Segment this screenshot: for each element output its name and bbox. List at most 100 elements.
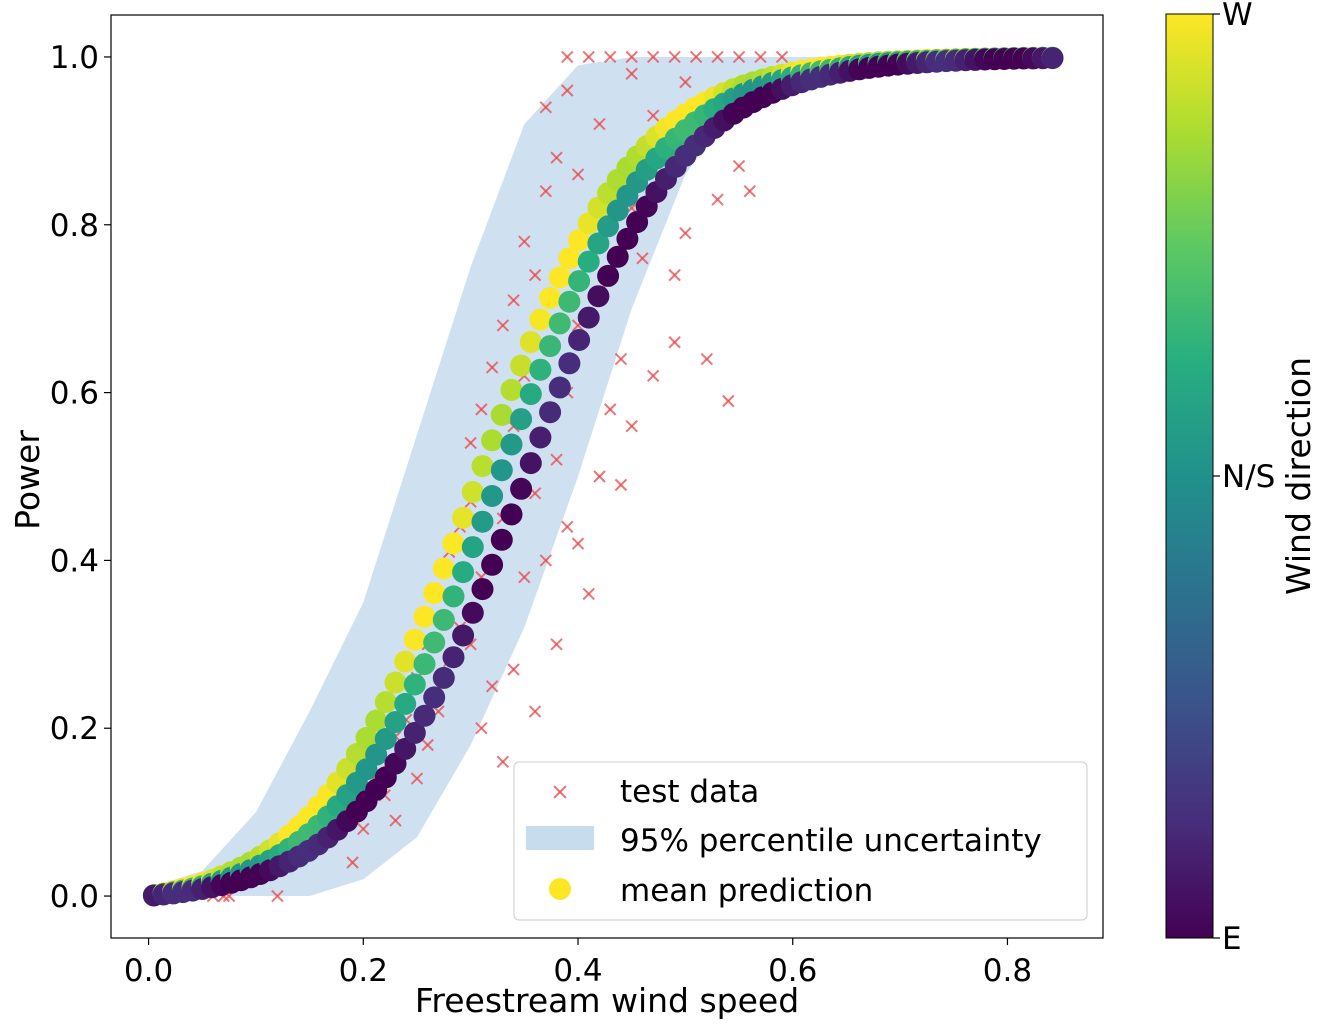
test-data-point-stroke bbox=[582, 587, 595, 601]
test-data-point bbox=[732, 50, 746, 64]
test-data-point bbox=[700, 352, 714, 366]
test-data-point-stroke bbox=[421, 738, 434, 752]
test-data-point-stroke bbox=[507, 294, 520, 307]
test-data-point bbox=[496, 755, 510, 768]
test-data-point-stroke bbox=[550, 151, 563, 164]
legend-mean-prediction-label: mean prediction bbox=[620, 873, 873, 909]
mean-prediction-point bbox=[355, 726, 378, 749]
colorbar-tick-label: W bbox=[1222, 0, 1253, 33]
test-data-point-stroke bbox=[604, 50, 617, 64]
test-data-point bbox=[711, 50, 724, 64]
y-tick-label: 0.0 bbox=[50, 879, 99, 915]
x-axis-label: Freestream wind speed bbox=[415, 981, 799, 1020]
test-data-point-stroke bbox=[518, 570, 531, 584]
test-data-point bbox=[550, 453, 563, 466]
test-data-point bbox=[668, 268, 681, 282]
test-data-point bbox=[625, 50, 638, 64]
y-tick-label: 0.2 bbox=[50, 711, 99, 747]
test-data-point-stroke bbox=[732, 50, 746, 64]
test-data-point bbox=[357, 822, 370, 836]
mean-prediction-point bbox=[432, 608, 455, 631]
mean-prediction-point bbox=[548, 312, 571, 335]
test-data-point-stroke bbox=[507, 663, 520, 676]
test-data-point-stroke bbox=[582, 50, 595, 64]
mean-prediction-point bbox=[606, 245, 629, 268]
colorbar-ticks: E N/S W bbox=[1213, 0, 1275, 957]
test-data-point bbox=[625, 67, 638, 80]
test-data-point bbox=[518, 570, 531, 584]
mean-prediction-point bbox=[587, 285, 610, 308]
mean-prediction-point bbox=[490, 528, 513, 551]
test-data-point-stroke bbox=[700, 352, 714, 366]
mean-prediction-point bbox=[394, 692, 417, 715]
uncertainty-band-layer bbox=[148, 57, 901, 896]
test-data-point-stroke bbox=[668, 50, 681, 64]
y-tick-label: 0.4 bbox=[50, 543, 99, 579]
x-tick-label: 0.2 bbox=[339, 953, 388, 989]
test-data-point bbox=[561, 84, 574, 97]
mean-prediction-point bbox=[481, 429, 504, 452]
mean-prediction-point bbox=[403, 628, 426, 651]
mean-prediction-point bbox=[490, 403, 513, 426]
test-data-point bbox=[754, 50, 767, 64]
mean-prediction-point bbox=[500, 433, 523, 456]
test-data-point bbox=[614, 352, 628, 366]
test-data-point-stroke bbox=[496, 319, 510, 332]
test-data-point-stroke bbox=[679, 226, 692, 240]
test-data-point-stroke bbox=[775, 50, 789, 64]
test-data-point-stroke bbox=[754, 50, 767, 64]
test-data-point bbox=[421, 738, 434, 752]
mean-prediction-point bbox=[529, 358, 552, 381]
mean-prediction-point bbox=[413, 704, 436, 727]
test-data-point-stroke bbox=[550, 638, 563, 651]
mean-prediction-point bbox=[519, 452, 542, 475]
test-data-point bbox=[485, 361, 499, 374]
test-data-point-stroke bbox=[357, 822, 370, 836]
test-data-point bbox=[646, 50, 660, 64]
mean-prediction-point bbox=[510, 408, 533, 431]
test-data-point bbox=[346, 856, 359, 869]
test-data-point-stroke bbox=[528, 268, 542, 282]
colorbar-gradient bbox=[1165, 13, 1214, 939]
mean-prediction-point bbox=[452, 506, 475, 529]
mean-prediction-point bbox=[461, 601, 484, 624]
mean-prediction-point bbox=[394, 737, 417, 760]
mean-prediction-point bbox=[539, 335, 562, 358]
test-data-point bbox=[464, 436, 477, 450]
mean-prediction-point bbox=[442, 532, 465, 555]
test-data-point bbox=[646, 369, 660, 383]
test-data-point bbox=[550, 638, 563, 651]
test-data-point-stroke bbox=[646, 369, 660, 383]
test-data-point-stroke bbox=[571, 168, 585, 181]
mean-prediction-point bbox=[519, 383, 542, 406]
mean-prediction-point bbox=[539, 401, 562, 424]
test-data-point-stroke bbox=[625, 50, 638, 64]
test-data-point bbox=[410, 772, 424, 785]
test-data-point-stroke bbox=[528, 487, 542, 500]
test-data-point-stroke bbox=[625, 419, 638, 433]
test-data-point-stroke bbox=[571, 537, 585, 550]
mean-prediction-point bbox=[481, 485, 504, 507]
mean-prediction-point bbox=[413, 605, 436, 628]
test-data-point bbox=[539, 101, 553, 114]
colorbar-tick-label: E bbox=[1222, 921, 1242, 957]
x-axis-ticks: 0.0 0.2 0.4 0.6 0.8 bbox=[124, 938, 1032, 989]
test-data-point bbox=[679, 226, 692, 240]
mean-prediction-point bbox=[452, 624, 475, 647]
x-tick-label: 0.4 bbox=[553, 953, 602, 989]
legend-mean-prediction-marker bbox=[549, 878, 571, 900]
test-data-point bbox=[571, 168, 585, 181]
test-data-point-stroke bbox=[711, 193, 724, 206]
y-axis-ticks: 0.0 0.2 0.4 0.6 0.8 1.0 bbox=[50, 40, 111, 915]
test-data-point bbox=[743, 185, 756, 198]
test-data-point bbox=[668, 336, 681, 349]
colorbar: E N/S W Wind direction bbox=[1165, 0, 1318, 957]
mean-prediction-point bbox=[481, 553, 504, 576]
mean-prediction-point bbox=[568, 270, 591, 293]
test-data-point-stroke bbox=[496, 755, 510, 768]
mean-prediction-point bbox=[568, 229, 591, 252]
mean-prediction-point bbox=[568, 329, 591, 351]
test-data-point bbox=[636, 252, 649, 265]
test-data-point-stroke bbox=[550, 453, 563, 466]
